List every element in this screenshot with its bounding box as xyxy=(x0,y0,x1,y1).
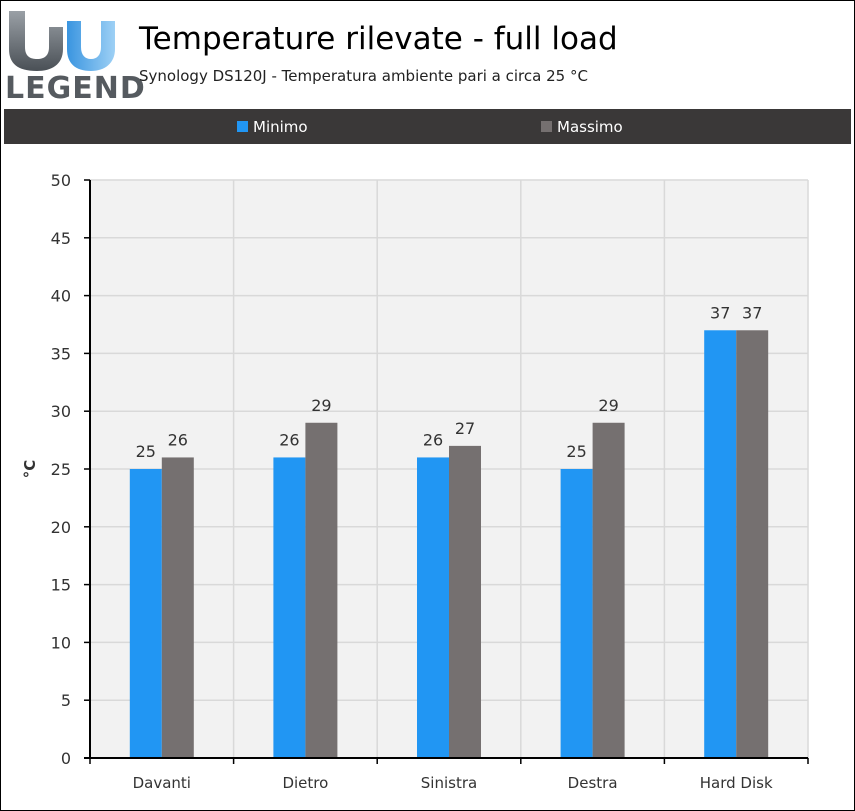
data-label-massimo-0: 26 xyxy=(168,430,188,449)
bar-minimo-dietro xyxy=(273,457,306,758)
bar-minimo-sinistra xyxy=(417,457,449,758)
bar-minimo-destra xyxy=(560,469,593,758)
data-label-massimo-1: 29 xyxy=(311,396,331,415)
y-tick-label-5: 25 xyxy=(51,460,71,479)
y-tick-label-7: 35 xyxy=(51,344,71,363)
chart-title: Temperature rilevate - full load xyxy=(139,21,618,57)
category-label-hard-disk: Hard Disk xyxy=(700,774,773,792)
legend-item-massimo: Massimo xyxy=(541,109,623,144)
bar-chart: 25 26 26 25 37 26 29 27 29 37 0 5 10 15 20 25 30 35 40 45 50… xyxy=(21,171,809,792)
logo-wordmark: LEGEND xyxy=(5,71,146,106)
data-label-minimo-4: 37 xyxy=(710,303,730,322)
bar-minimo-hard-disk xyxy=(704,330,737,758)
legend: Minimo Massimo xyxy=(4,109,851,144)
category-label-destra: Destra xyxy=(568,774,618,792)
category-label-dietro: Dietro xyxy=(282,774,328,792)
y-tick-label-6: 30 xyxy=(51,402,71,421)
bar-minimo-davanti xyxy=(129,469,162,758)
data-label-massimo-3: 29 xyxy=(598,396,618,415)
bar-massimo-destra xyxy=(592,422,625,758)
data-label-minimo-1: 26 xyxy=(279,430,299,449)
bar-massimo-sinistra xyxy=(449,445,481,758)
legend-label-minimo: Minimo xyxy=(253,117,308,136)
legend-label-massimo: Massimo xyxy=(557,117,623,136)
data-label-minimo-0: 25 xyxy=(136,442,156,461)
legend-item-minimo: Minimo xyxy=(237,109,308,144)
logo-mark-icon xyxy=(9,11,115,71)
legend-swatch-massimo xyxy=(541,121,552,132)
bar-massimo-dietro xyxy=(305,422,338,758)
category-label-sinistra: Sinistra xyxy=(421,774,477,792)
data-label-minimo-3: 25 xyxy=(566,442,586,461)
legend-swatch-minimo xyxy=(237,121,248,132)
y-tick-label-9: 45 xyxy=(51,229,71,248)
y-tick-label-2: 10 xyxy=(51,633,71,652)
category-label-davanti: Davanti xyxy=(133,774,191,792)
data-label-minimo-2: 26 xyxy=(423,430,443,449)
bar-massimo-davanti xyxy=(161,457,194,758)
y-tick-label-0: 0 xyxy=(61,749,71,768)
y-axis-title: °C xyxy=(21,460,39,479)
hwlegend-logo: LEGEND xyxy=(5,7,146,109)
y-tick-label-1: 5 xyxy=(61,691,71,710)
data-label-massimo-2: 27 xyxy=(455,419,475,438)
chart-subtitle: Synology DS120J - Temperatura ambiente p… xyxy=(139,67,588,85)
y-tick-label-10: 50 xyxy=(51,171,71,190)
y-tick-label-8: 40 xyxy=(51,287,71,306)
y-tick-label-3: 15 xyxy=(51,576,71,595)
y-tick-label-4: 20 xyxy=(51,518,71,537)
bar-massimo-hard-disk xyxy=(736,330,769,758)
data-label-massimo-4: 37 xyxy=(742,303,762,322)
